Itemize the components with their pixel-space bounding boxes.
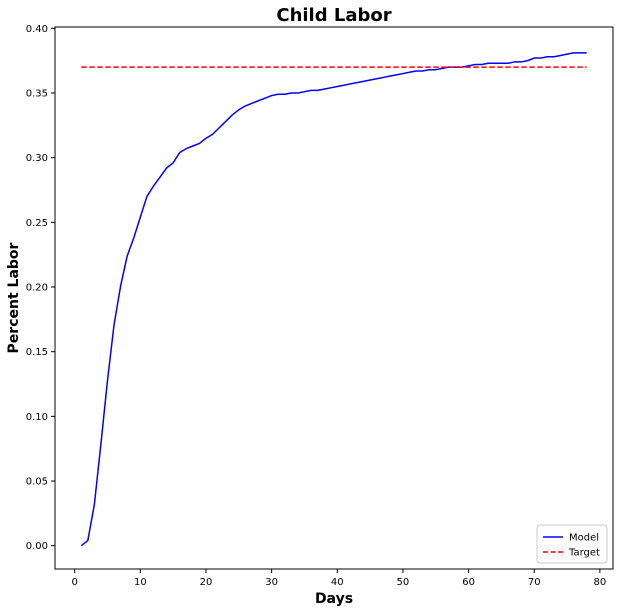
y-tick-label: 0.40	[26, 24, 48, 35]
y-tick-label: 0.25	[26, 218, 48, 229]
chart-title: Child Labor	[276, 5, 391, 26]
series-layer	[80, 52, 587, 547]
y-tick-label: 0.05	[26, 477, 48, 488]
x-tick-label: 80	[594, 577, 607, 588]
y-axis-ticks: 0.00 0.05 0.10 0.15 0.20 0.25 0.30 0.35 0.40	[26, 24, 55, 552]
legend-label-model: Model	[569, 533, 599, 544]
x-tick-label: 40	[331, 577, 344, 588]
x-tick-label: 30	[265, 577, 278, 588]
legend: Model Target	[536, 524, 608, 564]
y-tick-label: 0.35	[26, 88, 48, 99]
x-tick-label: 20	[200, 577, 213, 588]
x-tick-label: 60	[462, 577, 475, 588]
y-tick-label: 0.15	[26, 347, 48, 358]
y-tick-label: 0.30	[26, 153, 48, 164]
y-tick-label: 0.10	[26, 412, 48, 423]
x-axis-ticks: 0 10 20 30 40 50 60 70 80	[72, 569, 607, 588]
y-tick-label: 0.20	[26, 283, 48, 294]
series-line-model	[80, 52, 587, 547]
x-axis-label: Days	[315, 591, 353, 607]
x-tick-label: 70	[528, 577, 541, 588]
legend-box	[536, 524, 608, 564]
x-tick-label: 10	[134, 577, 147, 588]
x-tick-label: 0	[72, 577, 78, 588]
y-axis-label: Percent Labor	[6, 242, 22, 353]
x-tick-label: 50	[397, 577, 410, 588]
y-tick-label: 0.00	[26, 541, 48, 552]
legend-label-target: Target	[568, 548, 600, 559]
plot-area-frame	[54, 26, 614, 570]
